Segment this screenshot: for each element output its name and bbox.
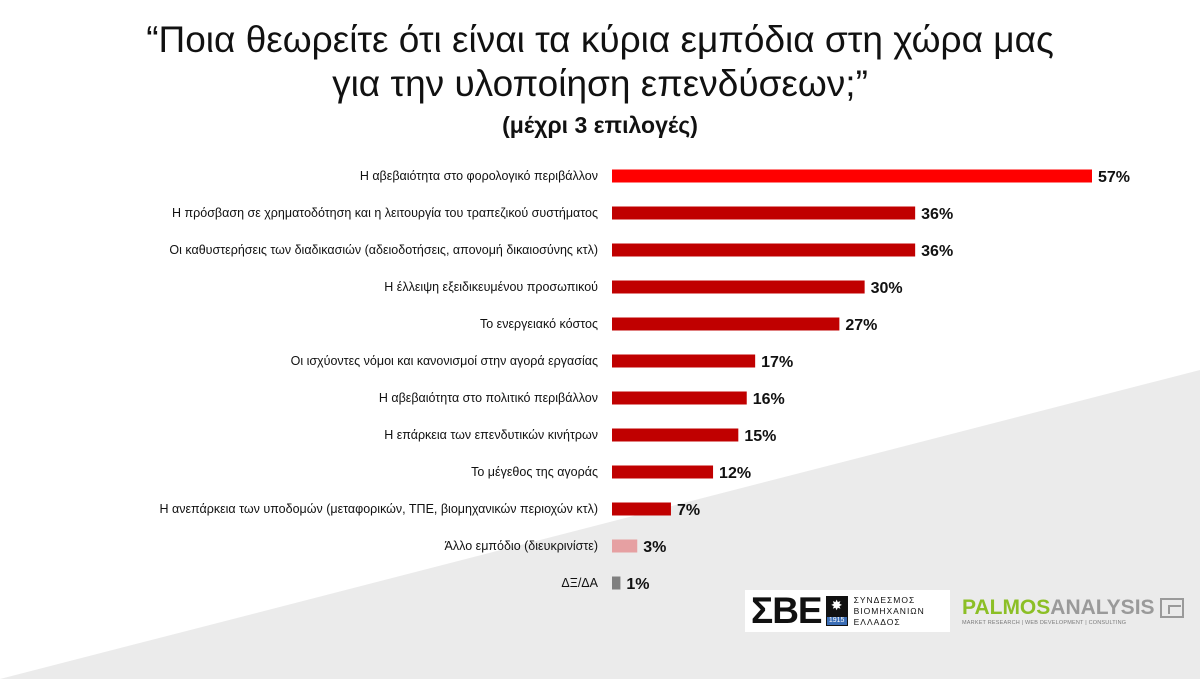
category-label: Άλλο εμπόδιο (διευκρινίστε) xyxy=(445,539,598,553)
chart-title-line-2: για την υλοποίηση επενδύσεων;” xyxy=(332,63,868,104)
palmos-analysis-logo: PALMOSANALYSIS MARKET RESEARCH | WEB DEV… xyxy=(962,596,1192,632)
bar xyxy=(612,317,840,331)
palmos-logo-tagline: MARKET RESEARCH | WEB DEVELOPMENT | CONS… xyxy=(962,620,1127,626)
palmos-logo-part-1: PALMOS xyxy=(962,596,1051,619)
sbe-logo: ΣΒΕ ✸ 1915 ΣΥΝΔΕΣΜΟΣ ΒΙΟΜΗΧΑΝΙΩΝ ΕΛΛΑΔΟΣ xyxy=(745,590,950,632)
value-label: 16% xyxy=(753,391,785,408)
bar xyxy=(612,502,671,516)
bar xyxy=(612,354,756,368)
sbe-text-line-3: ΕΛΛΑΔΟΣ xyxy=(853,616,901,627)
chart-title: “Ποια θεωρείτε ότι είναι τα κύρια εμπόδι… xyxy=(0,18,1200,106)
category-label: Η αβεβαιότητα στο φορολογικό περιβάλλον xyxy=(360,169,598,183)
bar xyxy=(612,465,714,479)
bar xyxy=(612,243,916,257)
value-label: 3% xyxy=(643,539,666,556)
bar xyxy=(612,169,1092,183)
value-label: 1% xyxy=(626,576,649,593)
value-label: 36% xyxy=(921,243,953,260)
bar xyxy=(612,280,865,294)
bar xyxy=(612,391,747,405)
value-label: 17% xyxy=(761,354,793,371)
bar xyxy=(612,206,916,220)
category-label: Το ενεργειακό κόστος xyxy=(480,317,598,331)
category-label: Η ανεπάρκεια των υποδομών (μεταφορικών, … xyxy=(160,502,599,516)
category-label: Η έλλειψη εξειδικευμένου προσωπικού xyxy=(384,280,598,294)
bar xyxy=(612,576,621,590)
sbe-logo-letters: ΣΒΕ xyxy=(751,590,823,631)
palmos-logo-part-2: ANALYSIS xyxy=(1050,596,1155,619)
chart-title-line-1: “Ποια θεωρείτε ότι είναι τα κύρια εμπόδι… xyxy=(146,19,1054,60)
category-label: Η αβεβαιότητα στο πολιτικό περιβάλλον xyxy=(379,391,598,405)
chart-subtitle: (μέχρι 3 επιλογές) xyxy=(502,112,698,138)
category-label: ΔΞ/ΔΑ xyxy=(561,576,598,590)
sbe-star-icon: ✸ xyxy=(830,598,843,614)
category-label: Η επάρκεια των επενδυτικών κινήτρων xyxy=(384,428,598,442)
sbe-year: 1915 xyxy=(826,617,847,625)
bar xyxy=(612,539,638,553)
sbe-text-line-2: ΒΙΟΜΗΧΑΝΙΩΝ xyxy=(853,605,925,616)
value-label: 27% xyxy=(845,317,877,334)
value-label: 30% xyxy=(871,280,903,297)
value-label: 15% xyxy=(744,428,776,445)
category-label: Η πρόσβαση σε χρηματοδότηση και η λειτου… xyxy=(172,206,598,220)
sbe-logo-text: ΣΥΝΔΕΣΜΟΣ ΒΙΟΜΗΧΑΝΙΩΝ ΕΛΛΑΔΟΣ xyxy=(854,595,925,628)
palmos-logo-name: PALMOSANALYSIS xyxy=(962,596,1192,620)
category-label: Το μέγεθος της αγοράς xyxy=(471,465,598,479)
value-label: 36% xyxy=(921,206,953,223)
sbe-text-line-1: ΣΥΝΔΕΣΜΟΣ xyxy=(853,594,916,605)
category-label: Οι καθυστερήσεις των διαδικασιών (αδειοδ… xyxy=(169,243,598,257)
category-label: Οι ισχύοντες νόμοι και κανονισμοί στην α… xyxy=(291,354,598,368)
value-label: 57% xyxy=(1098,169,1130,186)
value-label: 7% xyxy=(677,502,700,519)
bar xyxy=(612,428,739,442)
value-label: 12% xyxy=(719,465,751,482)
sbe-emblem-icon: ✸ 1915 xyxy=(825,596,848,626)
title-block: “Ποια θεωρείτε ότι είναι τα κύρια εμπόδι… xyxy=(0,18,1200,140)
palmos-screen-icon xyxy=(1160,598,1184,618)
